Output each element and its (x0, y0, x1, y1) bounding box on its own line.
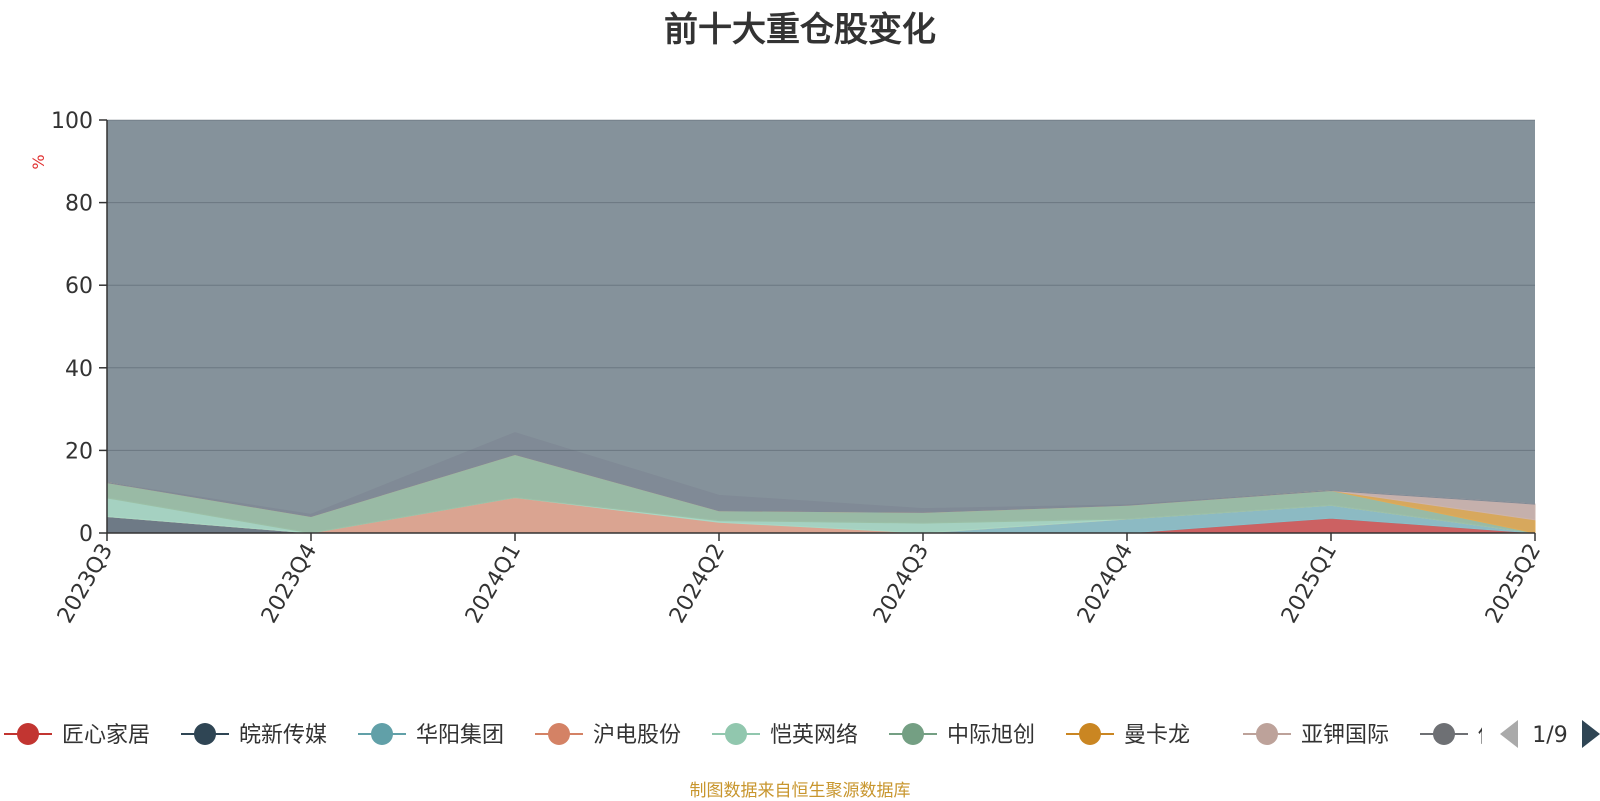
x-tick-label: 2025Q2 (1481, 540, 1546, 628)
area-series-9 (106, 432, 1536, 518)
y-tick-label: 0 (79, 522, 93, 547)
data-source-credit: 制图数据来自恒生聚源数据库 (689, 781, 911, 801)
x-tick-label: 2023Q3 (53, 540, 118, 628)
legend-label: 匠心家居 (62, 723, 150, 748)
legend-label: 中际旭创 (947, 723, 1035, 748)
legend-item[interactable]: 匠心家居 (4, 723, 150, 748)
legend-label: 亚钾国际 (1301, 723, 1389, 748)
legend-item[interactable]: 传音控股 (1420, 723, 1566, 748)
y-tick-label: 40 (65, 357, 93, 382)
legend-item[interactable]: 恺英网络 (712, 723, 858, 748)
plot-area (106, 120, 1536, 534)
legend-label: 恺英网络 (770, 723, 858, 748)
x-tick-label: 2025Q1 (1277, 540, 1342, 628)
legend-marker (1079, 723, 1101, 745)
legend-page-indicator: 1/9 (1532, 723, 1567, 748)
legend-label: 沪电股份 (593, 723, 681, 748)
legend-marker (1433, 723, 1455, 745)
legend-item[interactable]: 曼卡龙 (1066, 723, 1190, 748)
legend-item[interactable]: 华阳集团 (358, 723, 504, 748)
y-tick-label: 80 (65, 192, 93, 217)
legend-label: 皖新传媒 (239, 723, 327, 748)
legend-marker (1256, 723, 1278, 745)
legend-items: 匠心家居 皖新传媒 华阳集团 沪电股份 恺英网络 中际旭创 曼卡龙 亚钾国际 传音控股 (4, 723, 1566, 748)
legend-item[interactable]: 中际旭创 (889, 723, 1035, 748)
x-tick-label: 2024Q3 (869, 540, 934, 628)
legend-label: 传音控股 (1478, 723, 1566, 748)
y-tick-label: 100 (51, 109, 93, 134)
legend-item[interactable]: 皖新传媒 (181, 723, 327, 748)
y-tick-label: 20 (65, 439, 93, 464)
legend-marker (548, 723, 570, 745)
legend-marker (902, 723, 924, 745)
legend-item[interactable]: 沪电股份 (535, 723, 681, 748)
legend-label: 曼卡龙 (1124, 723, 1190, 748)
triangle-right-icon[interactable] (1582, 720, 1600, 748)
legend-marker (194, 723, 216, 745)
legend-marker (17, 723, 39, 745)
x-tick-label: 2024Q4 (1073, 540, 1138, 628)
x-tick-label: 2023Q4 (257, 540, 322, 628)
x-tick-label: 2024Q2 (665, 540, 730, 628)
legend-marker (371, 723, 393, 745)
triangle-left-icon[interactable] (1500, 720, 1518, 748)
legend-marker (725, 723, 747, 745)
y-tick-label: 60 (65, 274, 93, 299)
x-tick-label: 2024Q1 (461, 540, 526, 628)
plot-background (107, 120, 1535, 533)
legend-label: 华阳集团 (416, 723, 504, 748)
legend-item[interactable]: 亚钾国际 (1243, 723, 1389, 748)
y-axis-unit-label: % (29, 154, 48, 169)
chart-title: 前十大重仓股变化 (664, 10, 936, 50)
